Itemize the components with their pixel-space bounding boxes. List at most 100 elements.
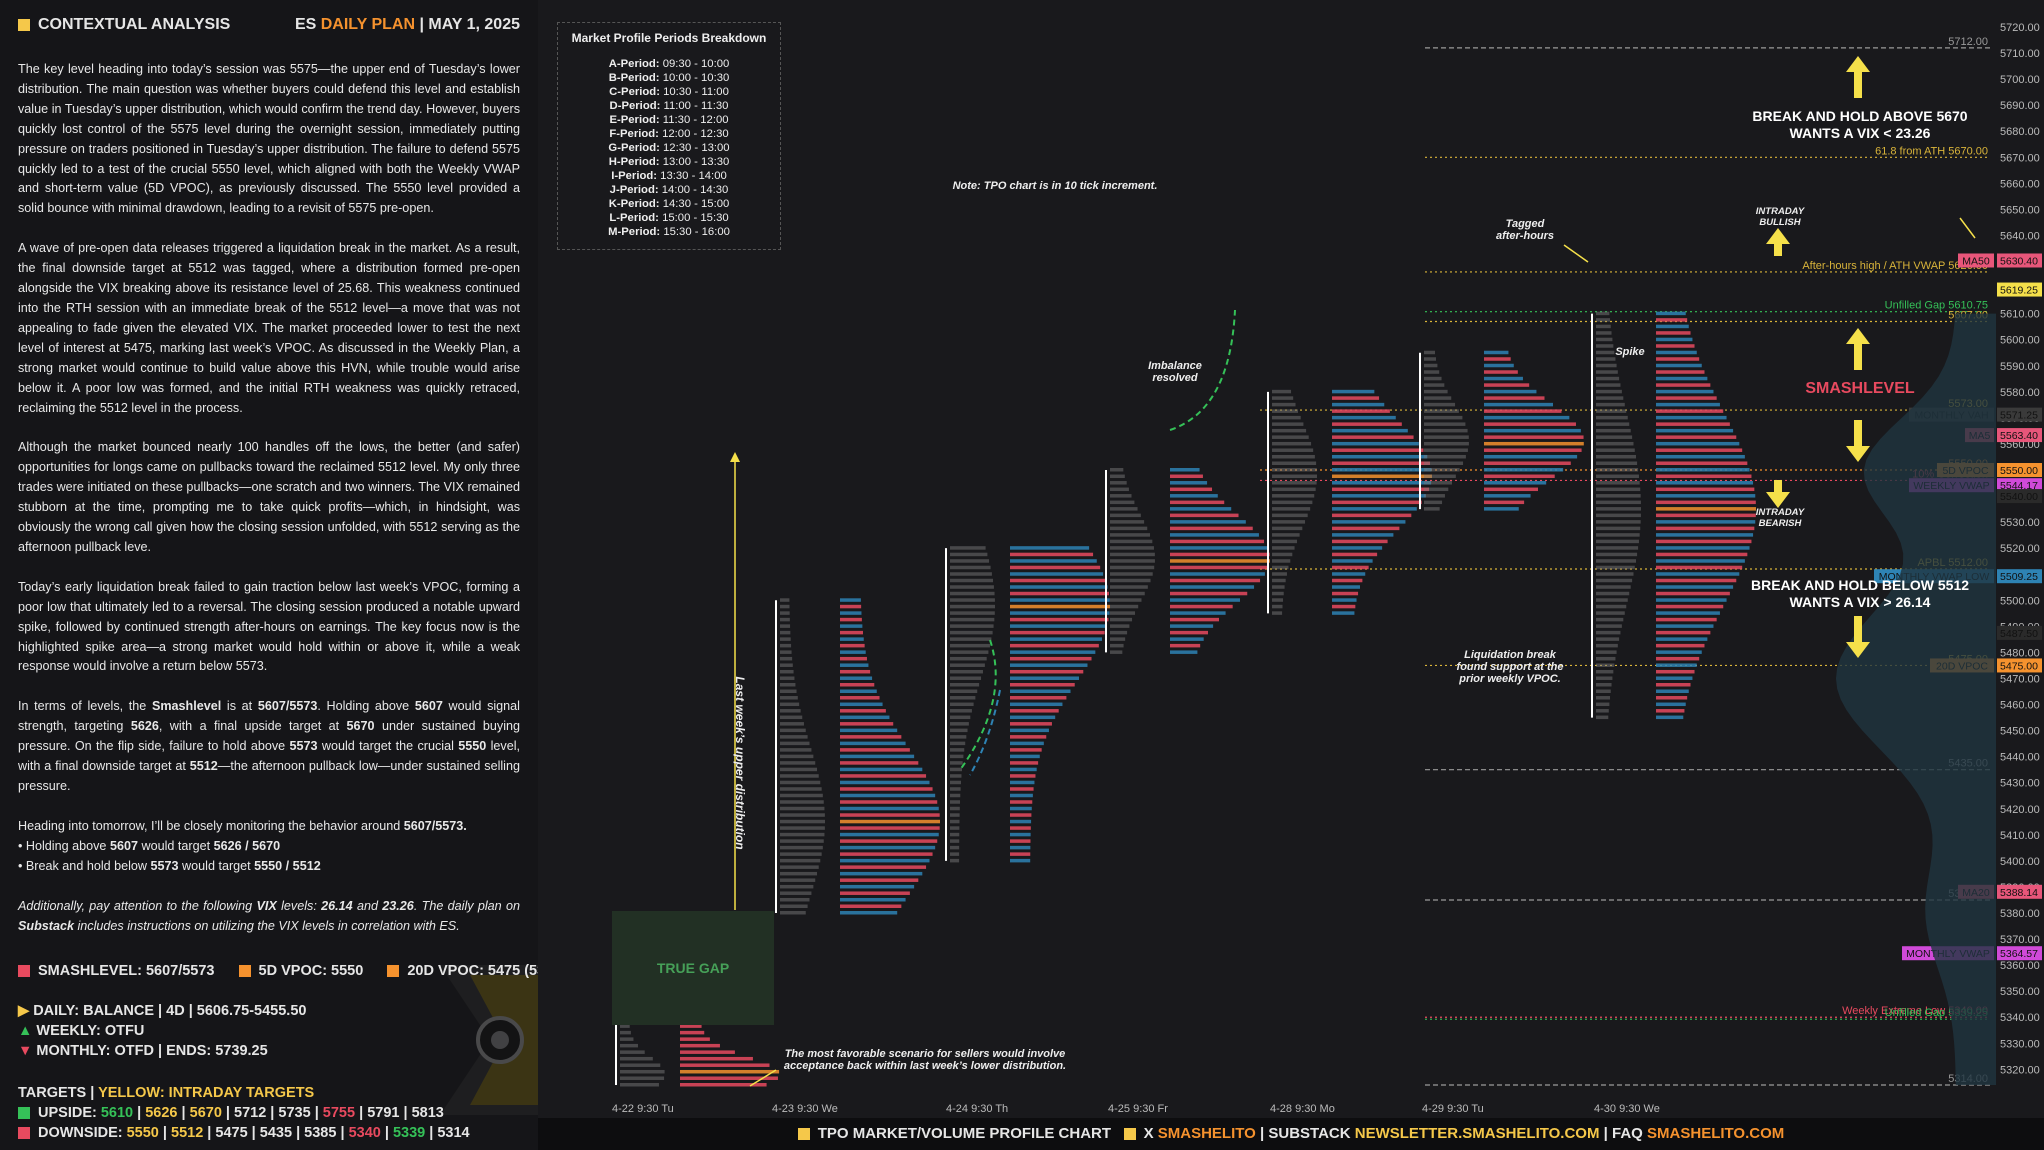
break-down-note: BREAK AND HOLD BELOW 5512 WANTS A VIX > … <box>1750 577 1970 610</box>
text-run: Smashlevel <box>151 699 222 714</box>
period-row: C-Period: 10:30 - 11:00 <box>558 85 780 99</box>
smashelito-logo-icon <box>440 965 538 1115</box>
text-run: . The daily plan on <box>413 898 520 913</box>
periods-breakdown-box: Market Profile Periods Breakdown A-Perio… <box>557 22 781 250</box>
text-run: 5607/5573. <box>403 818 467 833</box>
text-run: 23.26 <box>382 898 414 913</box>
period-time: 09:30 - 10:00 <box>659 58 730 70</box>
period-row: H-Period: 13:00 - 13:30 <box>558 155 780 169</box>
sellers-note: The most favorable scenario for sellers … <box>783 1048 1067 1072</box>
period-time: 12:00 - 12:30 <box>658 128 729 140</box>
targets-block: TARGETS | YELLOW: INTRADAY TARGETS UPSID… <box>18 1083 470 1143</box>
period-row: F-Period: 12:00 - 12:30 <box>558 127 780 141</box>
downside-square-icon <box>18 1127 30 1140</box>
analysis-paragraph: The key level heading into today’s sessi… <box>18 62 520 216</box>
smashlevel-chart-label: SMASHLEVEL <box>1805 380 1915 397</box>
period-row: E-Period: 11:30 - 12:00 <box>558 113 780 127</box>
break-up-note: BREAK AND HOLD ABOVE 5670 WANTS A VIX < … <box>1752 108 1968 141</box>
downside-label: DOWNSIDE: <box>38 1125 127 1141</box>
daily-status-text: DAILY: BALANCE | 4D | 5606.75-5455.50 <box>33 1003 307 1019</box>
target-value: 5550 <box>126 1125 159 1141</box>
spike-note: Spike <box>1615 346 1645 358</box>
intraday-bullish-note: INTRADAY BULLISH <box>1755 206 1805 228</box>
vpoc20-level: 20D VPOC: 5475 (5300) <box>387 963 566 979</box>
period-key: K-Period: <box>608 198 660 210</box>
newsletter-link[interactable]: NEWSLETTER.SMASHELITO.COM <box>1354 1125 1600 1142</box>
play-triangle-icon: ▶ <box>18 1003 30 1019</box>
period-time: 10:30 - 11:00 <box>659 86 729 98</box>
text-run: 5670 <box>346 719 375 734</box>
panel-title: CONTEXTUAL ANALYSIS <box>18 16 230 34</box>
upside-square-icon <box>18 1107 30 1120</box>
tagged-note: Tagged after-hours <box>1495 218 1555 242</box>
daily-status: ▶ DAILY: BALANCE | 4D | 5606.75-5455.50 <box>18 1003 306 1019</box>
period-row: A-Period: 09:30 - 10:00 <box>558 57 780 71</box>
footer-square-icon <box>1123 1128 1136 1141</box>
text-run: levels: <box>276 898 322 913</box>
upside-targets: UPSIDE: 5610 | 5626 | 5670 | 5712 | 5735… <box>18 1103 470 1123</box>
period-key: F-Period: <box>609 128 659 140</box>
text-run: 26.14 <box>321 898 353 913</box>
period-time: 10:00 - 10:30 <box>659 72 730 84</box>
target-value: 5475 <box>215 1125 248 1141</box>
footer-faq-label: | FAQ <box>1599 1125 1648 1142</box>
target-separator: | <box>203 1125 216 1141</box>
period-row: M-Period: 15:30 - 16:00 <box>558 225 780 239</box>
target-value: 5610 <box>100 1105 134 1121</box>
text-run: • Break and hold below <box>18 858 151 873</box>
daily-plan-label: DAILY PLAN <box>320 16 415 33</box>
period-key: D-Period: <box>609 100 661 112</box>
smashlevel-level: SMASHLEVEL: 5607/5573 <box>18 963 215 979</box>
period-key: M-Period: <box>608 226 661 238</box>
upside-label: UPSIDE: <box>38 1105 101 1121</box>
text-run: 5550 / 5512 <box>254 858 321 873</box>
text-run: 5573 <box>150 858 179 873</box>
last-week-note: Last week’s upper distribution <box>733 676 747 850</box>
vpoc20-text: 20D VPOC: 5475 (5300) <box>407 963 567 979</box>
target-separator: | <box>310 1105 323 1121</box>
period-key: H-Period: <box>608 156 660 168</box>
true-gap-box: TRUE GAP <box>612 911 774 1025</box>
target-value: 5712 <box>234 1105 267 1121</box>
period-time: 13:30 - 14:00 <box>657 170 727 182</box>
text-run: 5607 <box>109 838 138 853</box>
period-row: K-Period: 14:30 - 15:00 <box>558 197 780 211</box>
text-run: under sustained buying pressure. On the … <box>18 719 520 754</box>
x-handle-link[interactable]: SMASHELITO <box>1157 1125 1256 1142</box>
text-run: 5607 <box>414 699 443 714</box>
text-run: would target <box>137 838 214 853</box>
period-time: 11:00 - 11:30 <box>660 100 729 112</box>
target-value: 5626 <box>145 1105 178 1121</box>
faq-link[interactable]: SMASHELITO.COM <box>1647 1125 1785 1142</box>
period-key: B-Period: <box>608 72 660 84</box>
tpo-note: Note: TPO chart is in 10 tick increment. <box>952 180 1158 192</box>
targets-title: TARGETS | YELLOW: INTRADAY TARGETS <box>18 1083 470 1103</box>
period-key: I-Period: <box>611 170 658 182</box>
text-run: includes instructions on utilizing the V… <box>74 918 460 933</box>
text-run: would target <box>178 858 255 873</box>
target-separator: | <box>380 1125 393 1141</box>
intraday-bearish-note: INTRADAY BEARISH <box>1755 507 1805 529</box>
period-row: J-Period: 14:00 - 14:30 <box>558 183 780 197</box>
analysis-panel: CONTEXTUAL ANALYSIS ES DAILY PLAN | MAY … <box>0 0 566 1150</box>
vix-paragraph: Additionally, pay attention to the follo… <box>18 897 520 937</box>
target-value: 5314 <box>437 1125 470 1141</box>
period-key: G-Period: <box>608 142 660 154</box>
targets-title-text: TARGETS | <box>18 1085 99 1101</box>
contextual-analysis-title: CONTEXTUAL ANALYSIS <box>38 16 231 33</box>
period-row: G-Period: 12:30 - 13:00 <box>558 141 780 155</box>
period-key: E-Period: <box>609 114 660 126</box>
target-separator: | <box>336 1125 349 1141</box>
target-separator: | <box>292 1125 305 1141</box>
text-run: 5512 <box>189 759 218 774</box>
target-separator: | <box>247 1125 260 1141</box>
footer-x-label: X <box>1143 1125 1158 1142</box>
text-run: would signal strength, targeting <box>18 699 520 734</box>
text-run: 5573 <box>289 739 318 754</box>
text-run: Additionally, pay attention to the follo… <box>18 898 257 913</box>
period-time: 15:00 - 15:30 <box>658 212 729 224</box>
footer-substack-label: | SUBSTACK <box>1255 1125 1355 1142</box>
smashlevel-square-icon <box>18 965 30 978</box>
target-separator: | <box>177 1105 190 1121</box>
target-value: 5339 <box>392 1125 426 1141</box>
